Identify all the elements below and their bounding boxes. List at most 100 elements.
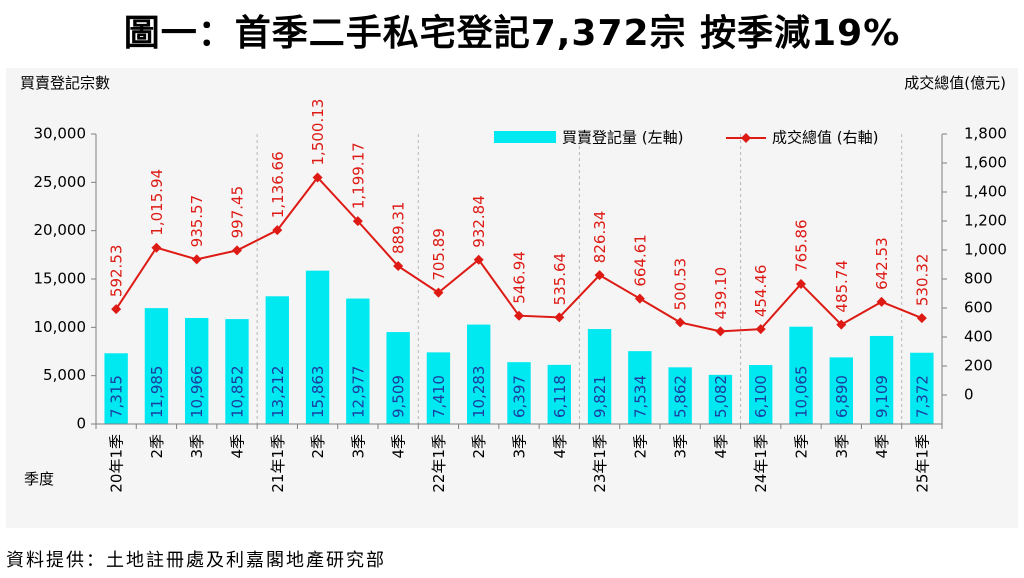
bar-value-label: 7,534 bbox=[631, 375, 649, 418]
x-tick-label: 3季 bbox=[672, 434, 690, 459]
bar-series bbox=[104, 270, 934, 424]
right-tick-label: 1,000 bbox=[964, 241, 1007, 259]
year-dividers bbox=[256, 134, 903, 424]
line-point bbox=[715, 326, 726, 337]
line-value-label: 1,500.13 bbox=[309, 99, 327, 166]
x-tick-label: 4季 bbox=[873, 434, 891, 459]
bar bbox=[467, 324, 491, 424]
x-tick-label: 22年1季 bbox=[430, 434, 448, 493]
line-point bbox=[473, 254, 484, 265]
x-tick-label: 3季 bbox=[349, 434, 367, 459]
bar bbox=[789, 326, 813, 424]
left-tick-label: 15,000 bbox=[34, 270, 87, 288]
line-labels: 592.53 1,015.94 935.57 997.45 1,136.66 1,500.… bbox=[108, 99, 932, 320]
bar-value-label: 7,315 bbox=[108, 375, 126, 418]
line-point bbox=[514, 310, 524, 321]
line-point bbox=[272, 225, 283, 236]
line-value-label: 500.53 bbox=[672, 258, 690, 311]
bar-value-label: 10,065 bbox=[793, 366, 811, 419]
right-axis-title: 成交總值(億元) bbox=[904, 74, 1006, 92]
x-tick-label: 25年1季 bbox=[913, 434, 931, 493]
bar bbox=[507, 362, 531, 424]
bar bbox=[185, 317, 209, 424]
chart-area: 7,315 11,985 10,966 10,852 13,212 15,863 12,97… bbox=[6, 68, 1018, 528]
left-tick-label: 5,000 bbox=[43, 366, 86, 384]
x-tick-label: 4季 bbox=[390, 434, 408, 459]
line-value-label: 932.84 bbox=[470, 195, 488, 248]
right-tick-label: 1,800 bbox=[964, 125, 1007, 143]
bar bbox=[386, 332, 410, 424]
bar bbox=[869, 335, 894, 424]
bar-value-label: 13,212 bbox=[269, 366, 287, 419]
legend-bar-swatch bbox=[494, 131, 556, 143]
x-tick-label: 4季 bbox=[229, 434, 247, 459]
line-value-label: 592.53 bbox=[108, 245, 126, 297]
x-tick-label: 2季 bbox=[470, 434, 488, 459]
bar-value-label: 11,985 bbox=[148, 366, 166, 419]
legend-line-marker bbox=[741, 133, 751, 143]
line-value-label: 664.61 bbox=[631, 234, 649, 286]
bar bbox=[587, 329, 612, 424]
bar-value-label: 9,109 bbox=[873, 375, 891, 418]
line-point bbox=[876, 296, 887, 307]
bar bbox=[346, 298, 370, 424]
bar bbox=[305, 270, 330, 424]
chart-title: 圖一：首季二手私宅登記7,372宗 按季減19% bbox=[123, 13, 901, 54]
left-tick-label: 25,000 bbox=[34, 173, 87, 191]
left-tick-label: 30,000 bbox=[34, 125, 87, 143]
line-value-label: 826.34 bbox=[591, 211, 609, 264]
line-value-label: 1,015.94 bbox=[148, 169, 166, 236]
line-value-label: 765.86 bbox=[793, 219, 811, 272]
right-tick-label: 800 bbox=[964, 270, 993, 288]
right-tick-label: 1,400 bbox=[964, 183, 1007, 201]
line-point bbox=[916, 313, 927, 324]
bar-value-label: 10,852 bbox=[229, 366, 247, 419]
x-tick-label: 3季 bbox=[511, 434, 529, 459]
left-tick-label: 0 bbox=[76, 415, 86, 433]
bar-value-label: 10,283 bbox=[470, 366, 488, 419]
bar-labels: 7,315 11,985 10,966 10,852 13,212 15,863 12,97… bbox=[108, 366, 932, 419]
x-tick-label: 24年1季 bbox=[752, 434, 770, 493]
line-value-label: 997.45 bbox=[229, 186, 247, 239]
right-tick-label: 0 bbox=[964, 386, 974, 404]
bar-value-label: 9,509 bbox=[390, 375, 408, 418]
legend-line-label: 成交總值 (右軸) bbox=[772, 129, 878, 147]
line-value-label: 530.32 bbox=[913, 254, 931, 307]
bar bbox=[628, 351, 652, 424]
bar bbox=[426, 352, 451, 424]
line-value-label: 454.46 bbox=[752, 265, 770, 318]
line-point bbox=[352, 216, 363, 227]
bar bbox=[547, 364, 571, 424]
legend: 買賣登記量 (左軸) 成交總值 (右軸) bbox=[494, 129, 878, 147]
left-axis-title: 買賣登記宗數 bbox=[20, 74, 110, 92]
right-tick-label: 1,600 bbox=[964, 154, 1007, 172]
line-value-label: 1,199.17 bbox=[349, 142, 367, 209]
bar bbox=[910, 352, 934, 424]
line-point bbox=[312, 172, 323, 183]
bar bbox=[749, 365, 773, 424]
bar bbox=[225, 319, 249, 424]
x-tick-label: 3季 bbox=[833, 434, 851, 459]
bar bbox=[104, 353, 128, 424]
x-tick-label: 2季 bbox=[793, 434, 811, 459]
right-tick-label: 200 bbox=[964, 357, 993, 375]
line-point bbox=[594, 270, 605, 281]
line-series bbox=[111, 172, 927, 337]
x-tick-label: 23年1季 bbox=[591, 434, 609, 493]
line-point bbox=[675, 317, 686, 328]
line-value-label: 546.94 bbox=[511, 251, 529, 304]
left-tick-label: 10,000 bbox=[34, 318, 87, 336]
line-point bbox=[232, 245, 242, 256]
bar-value-label: 7,372 bbox=[913, 375, 931, 418]
line-point bbox=[111, 304, 122, 315]
line-value-label: 705.89 bbox=[430, 228, 448, 280]
line-point bbox=[393, 261, 404, 272]
right-tick-label: 1,200 bbox=[964, 212, 1007, 230]
bar-value-label: 5,082 bbox=[712, 375, 730, 418]
x-tick-label: 4季 bbox=[712, 434, 730, 459]
line-point bbox=[433, 287, 444, 298]
x-tick-label: 2季 bbox=[309, 434, 327, 459]
source-note: 資料提供：土地註冊處及利嘉閣地產研究部 bbox=[6, 550, 386, 571]
bar-value-label: 12,977 bbox=[349, 366, 367, 419]
line-value-label: 535.64 bbox=[551, 253, 569, 306]
